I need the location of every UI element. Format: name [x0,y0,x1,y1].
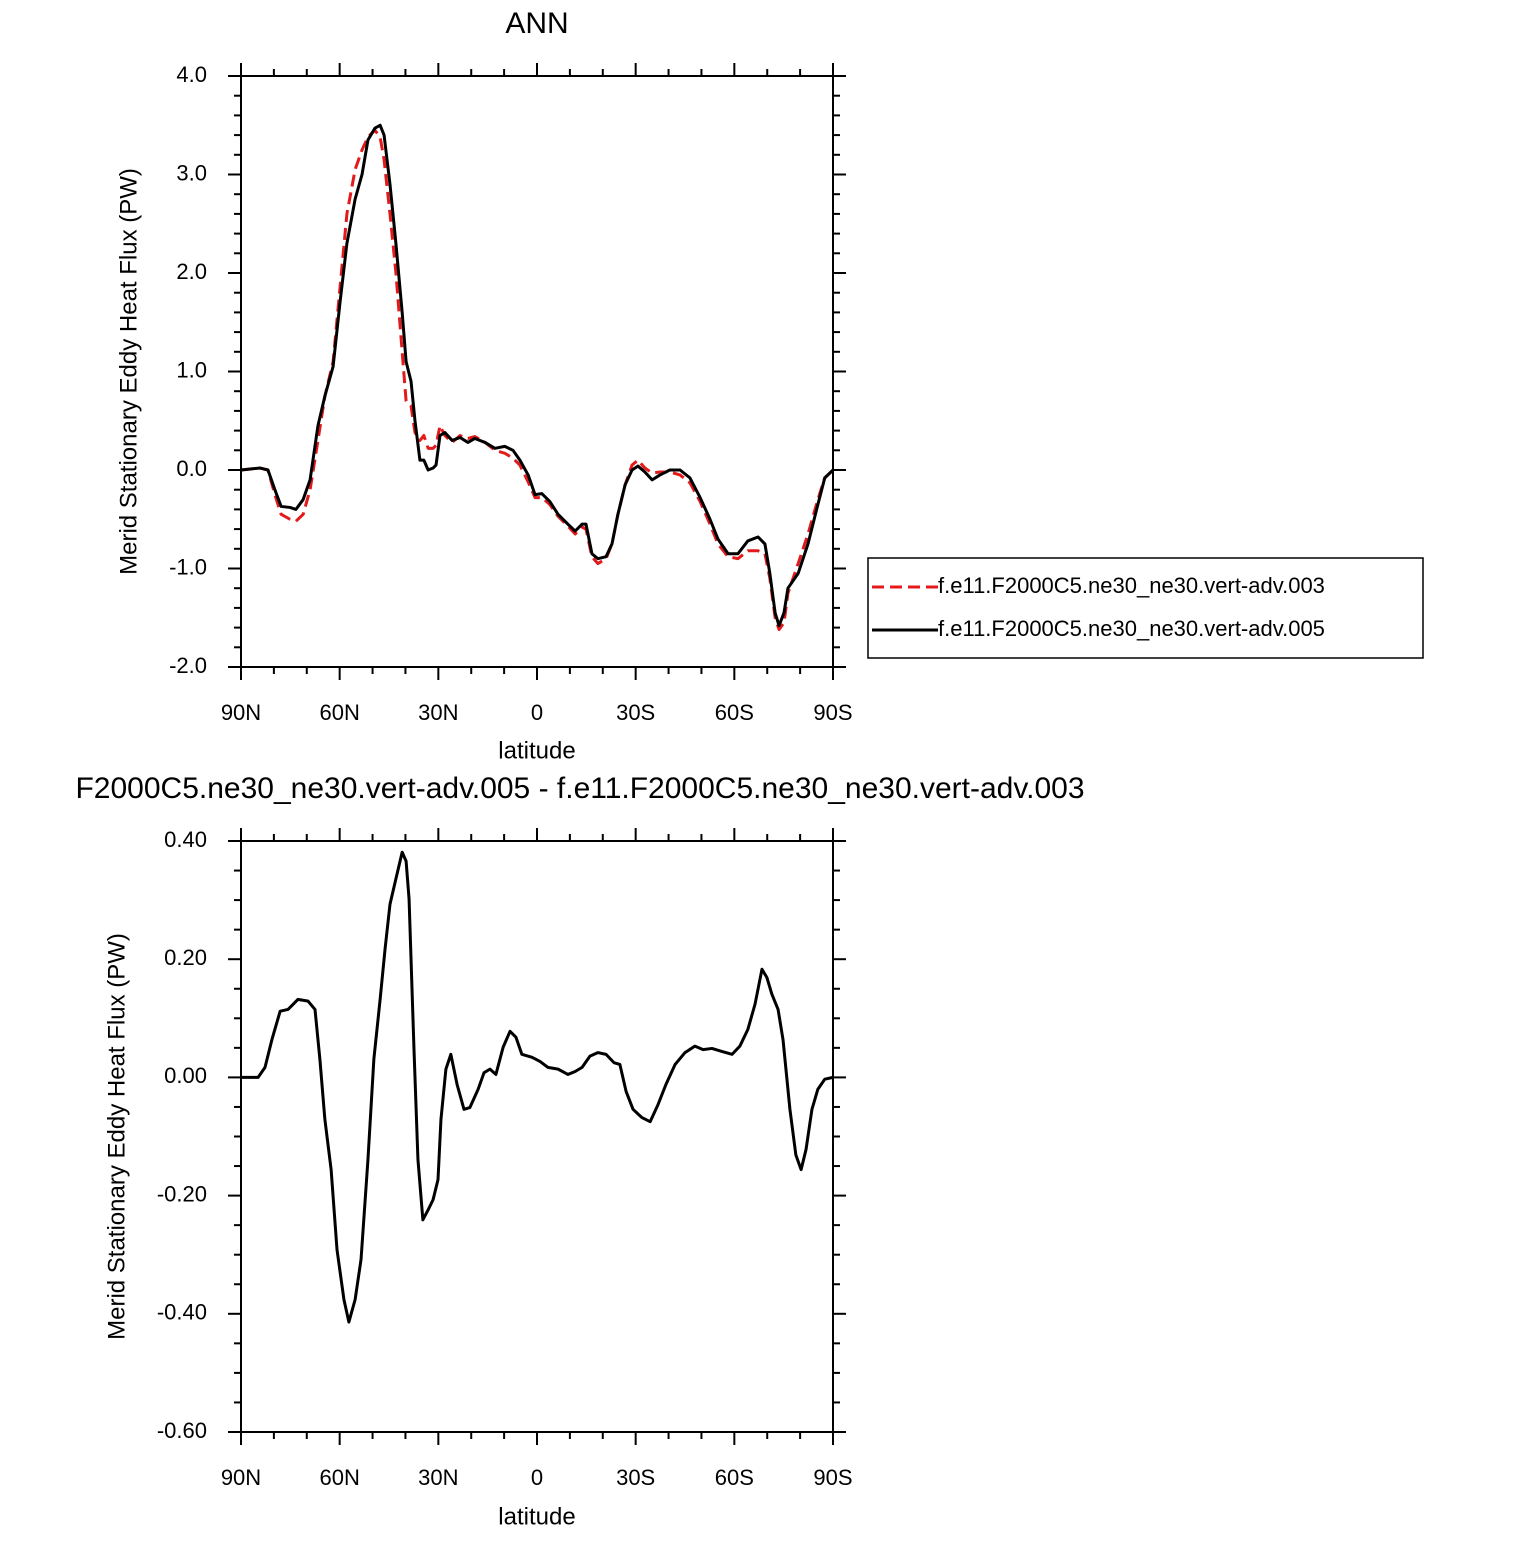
x-axis-label: latitude [498,1503,575,1530]
y-tick-label: 2.0 [176,259,207,284]
y-tick-label: -0.60 [157,1418,207,1443]
x-tick-label: 30N [418,700,458,725]
x-tick-label: 90N [221,1465,261,1490]
y-axis-label: Merid Stationary Eddy Heat Flux (PW) [103,933,130,1340]
x-tick-label: 60S [715,700,754,725]
x-tick-label: 0 [531,1465,543,1490]
x-tick-label: 60S [715,1465,754,1490]
legend-label: f.e11.F2000C5.ne30_ne30.vert-adv.005 [938,616,1325,641]
x-tick-label: 30S [616,1465,655,1490]
x-tick-label: 60N [319,1465,359,1490]
x-tick-label: 0 [531,700,543,725]
legend-box [867,557,1424,659]
y-tick-label: -2.0 [169,653,207,678]
y-tick-label: 4.0 [176,62,207,87]
legend-label: f.e11.F2000C5.ne30_ne30.vert-adv.003 [938,573,1325,598]
x-tick-label: 60N [319,700,359,725]
chart-title: F2000C5.ne30_ne30.vert-adv.005 - f.e11.F… [75,772,1084,805]
x-tick-label: 90N [221,700,261,725]
x-axis-label: latitude [498,737,575,764]
y-tick-label: -0.20 [157,1181,207,1206]
y-tick-label: 0.00 [164,1063,207,1088]
y-tick-label: 3.0 [176,160,207,185]
data-line [240,123,835,628]
y-tick-label: 0.40 [164,827,207,852]
plot-frame [240,75,834,668]
plot-frame [240,840,834,1433]
x-tick-label: 30S [616,700,655,725]
data-line [241,850,834,1324]
y-tick-label: -1.0 [169,554,207,579]
y-tick-label: 1.0 [176,357,207,382]
data-line [240,128,835,632]
y-tick-label: 0.20 [164,945,207,970]
x-tick-label: 30N [418,1465,458,1490]
y-tick-label: -0.40 [157,1300,207,1325]
x-tick-label: 90S [813,700,852,725]
y-axis-label: Merid Stationary Eddy Heat Flux (PW) [115,168,142,575]
x-tick-label: 90S [813,1465,852,1490]
chart-title: ANN [505,7,568,40]
y-tick-label: 0.0 [176,456,207,481]
